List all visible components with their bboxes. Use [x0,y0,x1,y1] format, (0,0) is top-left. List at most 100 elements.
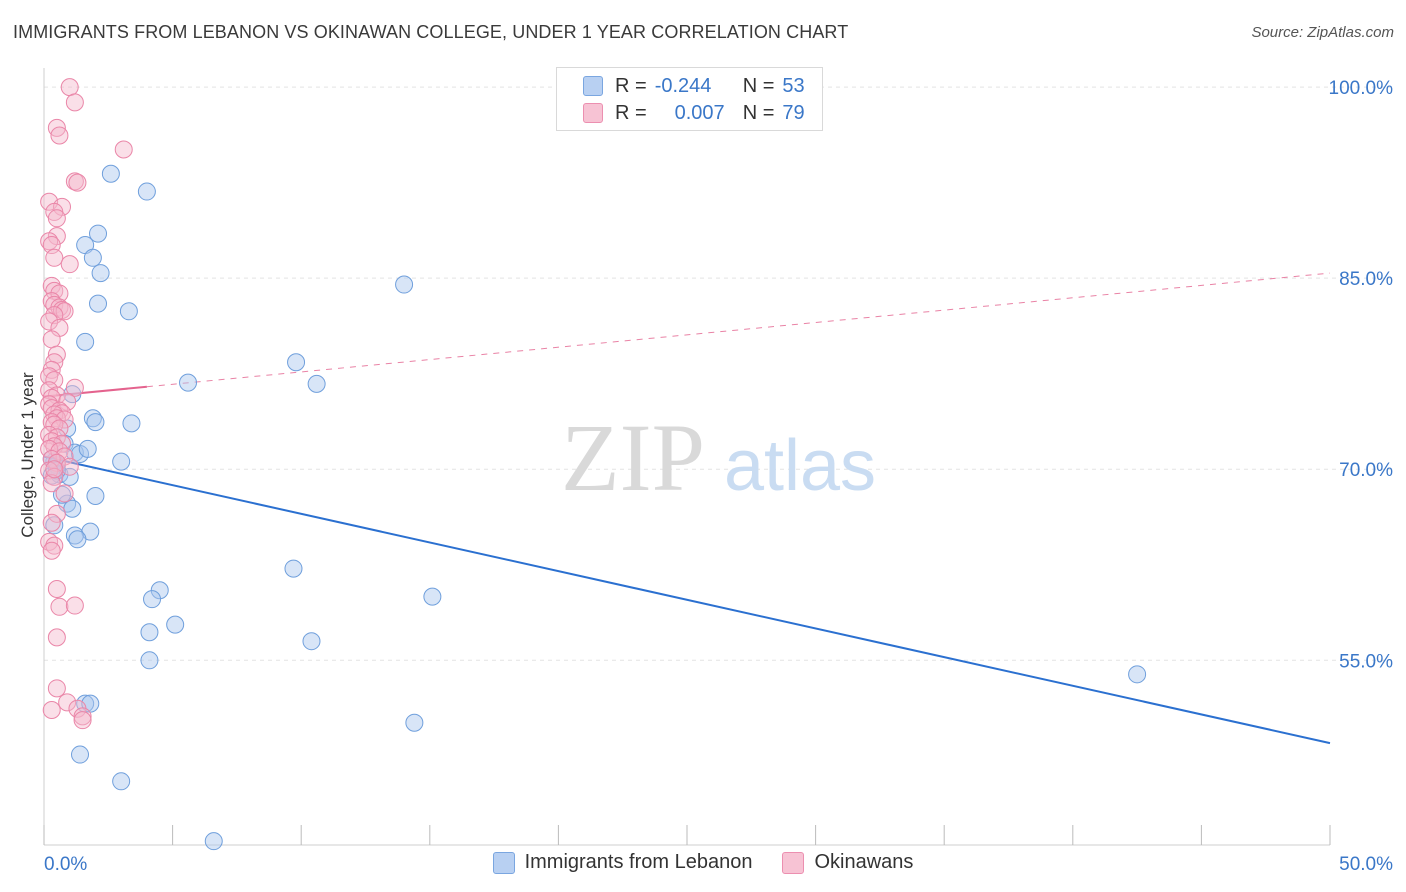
point-lebanon [119,302,138,321]
point-lebanon [140,623,159,642]
point-lebanon [1128,665,1147,684]
y-tick-label: 55.0% [1339,651,1393,672]
point-okinawans [114,140,133,159]
point-lebanon [287,353,306,372]
y-tick-label: 85.0% [1339,269,1393,290]
point-okinawans [47,628,66,647]
y-tick-labels: 100.0% 85.0% 70.0% 55.0% [1329,78,1394,672]
point-lebanon [71,745,90,764]
trend-line-okinawans [43,385,147,398]
point-lebanon [284,559,303,578]
point-okinawans [42,700,61,719]
legend-swatch-lebanon [583,76,603,96]
point-okinawans [55,302,74,321]
trend-line-okinawans-dashed [146,272,1331,388]
point-okinawans [42,330,61,349]
point-okinawans [65,378,84,397]
point-okinawans [50,597,69,616]
series-swatch-okinawans [782,851,805,874]
point-okinawans [40,312,59,331]
legend-n-label: N = [742,101,775,124]
series-legend-lebanon: Immigrants from Lebanon [492,851,753,874]
point-okinawans [45,371,64,390]
legend-row-okinawans: R = 0.007 N = 79 [583,100,805,126]
point-okinawans [58,693,77,712]
legend-r-value: -0.244 [654,74,712,97]
x-tick-label: 0.0% [44,854,87,875]
legend-n-value: 79 [782,101,805,124]
x-tick-labels: 0.0% 50.0% [44,854,1393,875]
legend-r-label: R = [615,101,647,124]
legend-r-value: 0.007 [674,101,725,124]
point-okinawans [50,126,69,145]
point-lebanon [89,294,108,313]
point-okinawans [47,209,66,228]
y-tick-label: 100.0% [1329,78,1394,99]
point-okinawans [45,248,64,267]
source-label: Source: ZipAtlas.com [1251,24,1394,41]
x-tick-label: 50.0% [1339,854,1393,875]
point-okinawans [42,474,61,493]
legend-n-label: N = [742,74,775,97]
point-lebanon [76,332,95,351]
point-lebanon [89,224,108,243]
point-okinawans [60,255,79,274]
point-okinawans [47,679,66,698]
point-lebanon [78,439,97,458]
point-lebanon [122,414,141,433]
point-lebanon [395,275,414,294]
series-label-lebanon: Immigrants from Lebanon [524,851,753,873]
point-okinawans [45,460,64,479]
watermark: ZIP atlas [561,404,876,511]
trend-line-lebanon [43,455,1331,745]
point-okinawans [47,504,66,523]
point-okinawans [73,711,92,730]
point-lebanon [45,516,64,535]
point-okinawans [40,439,59,458]
point-lebanon [63,499,82,518]
series-label-okinawans: Okinawans [814,851,914,873]
legend-row-lebanon: R = -0.244 N = 53 [583,73,805,99]
point-okinawans [45,281,64,300]
point-lebanon [86,413,105,432]
point-lebanon [307,374,326,393]
point-okinawans [73,707,92,726]
point-lebanon [405,713,424,732]
data-points [40,78,1147,851]
series-legend: Immigrants from Lebanon Okinawans [0,851,1406,874]
point-lebanon [112,452,131,471]
point-okinawans [60,78,79,97]
point-lebanon [166,615,185,634]
y-axis-label: College, Under 1 year [18,372,37,538]
watermark-zip: ZIP [561,404,705,511]
point-okinawans [65,93,84,112]
point-lebanon [91,264,110,283]
point-lebanon [204,832,223,851]
point-okinawans [45,536,64,555]
point-lebanon [86,486,105,505]
chart-title: IMMIGRANTS FROM LEBANON VS OKINAWAN COLL… [13,22,849,42]
point-lebanon [140,651,159,670]
point-okinawans [55,484,74,503]
grid-lines [44,86,1394,661]
point-lebanon [83,248,102,267]
series-legend-okinawans: Okinawans [782,851,913,874]
point-okinawans [42,513,61,532]
point-lebanon [179,373,198,392]
point-lebanon [423,587,442,606]
legend-swatch-okinawans [583,103,603,123]
point-lebanon [68,530,87,549]
series-swatch-lebanon [492,851,515,874]
legend-n-value: 53 [782,74,805,97]
point-lebanon [101,164,120,183]
stats-legend: R = -0.244 N = 53 R = 0.007 N = 79 [556,67,823,131]
point-lebanon [143,590,162,609]
point-okinawans [60,457,79,476]
point-okinawans [47,579,66,598]
watermark-atlas: atlas [724,426,876,506]
point-okinawans [42,541,61,560]
point-okinawans [65,596,84,615]
point-lebanon [302,632,321,651]
point-lebanon [112,772,131,791]
